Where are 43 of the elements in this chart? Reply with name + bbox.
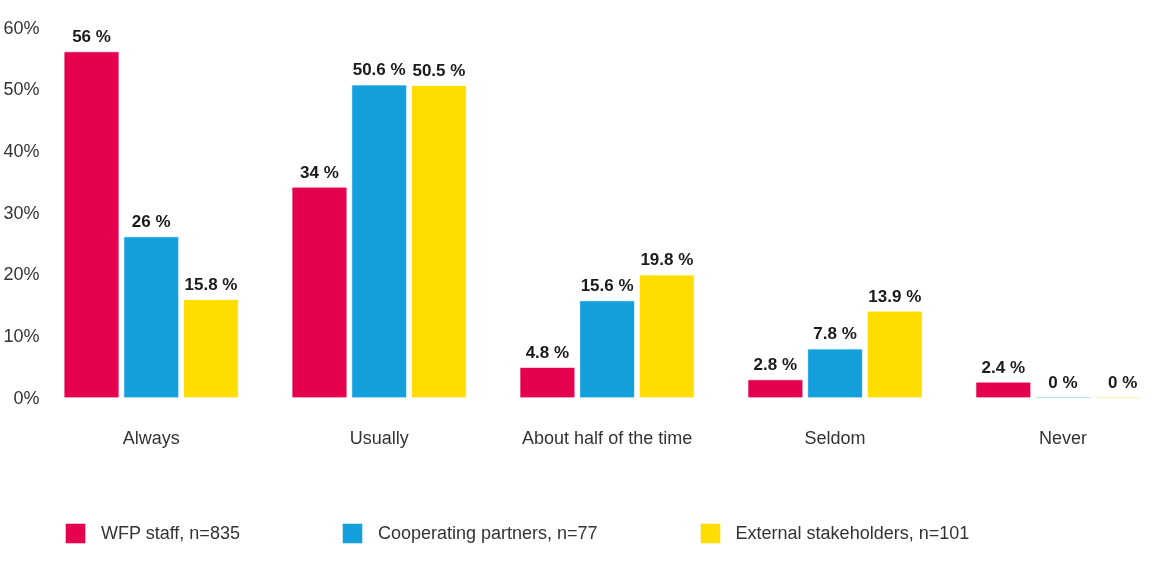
data-label: 2.4 % <box>981 357 1026 377</box>
bar <box>867 311 923 398</box>
data-label: 15.8 % <box>184 275 238 295</box>
data-label: 19.8 % <box>640 250 694 270</box>
x-tick-label: Always <box>122 427 180 448</box>
bar <box>183 299 239 398</box>
legend-label: WFP staff, n=835 <box>101 522 240 544</box>
bar <box>975 382 1031 398</box>
bar <box>520 367 575 398</box>
bar <box>292 187 347 398</box>
y-tick-label: 30% <box>3 202 40 223</box>
data-label: 0 % <box>1048 372 1078 392</box>
bar <box>579 300 635 398</box>
legend-label: External stakeholders, n=101 <box>735 522 970 544</box>
x-tick-label: Seldom <box>804 427 866 448</box>
data-label: 15.6 % <box>580 276 634 296</box>
data-label: 0 % <box>1108 372 1138 392</box>
bar <box>64 51 119 398</box>
bar <box>639 274 695 398</box>
bar <box>411 85 467 398</box>
bar <box>807 348 863 398</box>
data-label: 50.5 % <box>412 61 466 81</box>
bar <box>123 236 179 398</box>
x-tick-label: About half of the time <box>522 427 693 448</box>
data-label: 4.8 % <box>525 342 570 362</box>
data-label: 34 % <box>300 162 339 182</box>
bar <box>351 84 407 398</box>
y-tick-label: 50% <box>3 79 40 100</box>
legend-label: Cooperating partners, n=77 <box>377 522 598 544</box>
bar <box>747 379 803 398</box>
data-label: 2.8 % <box>753 355 798 375</box>
data-label: 7.8 % <box>813 324 857 344</box>
x-tick-label: Usually <box>349 427 409 448</box>
y-tick-label: 40% <box>3 140 40 161</box>
data-label: 50.6 % <box>352 60 406 80</box>
y-tick-label: 20% <box>3 264 40 285</box>
data-label: 13.9 % <box>868 286 922 306</box>
x-tick-label: Never <box>1038 427 1088 448</box>
data-label: 26 % <box>131 212 171 232</box>
data-label: 56 % <box>72 27 111 47</box>
y-tick-label: 10% <box>3 325 40 346</box>
y-tick-label: 0% <box>13 387 40 408</box>
y-tick-label: 60% <box>3 17 40 38</box>
